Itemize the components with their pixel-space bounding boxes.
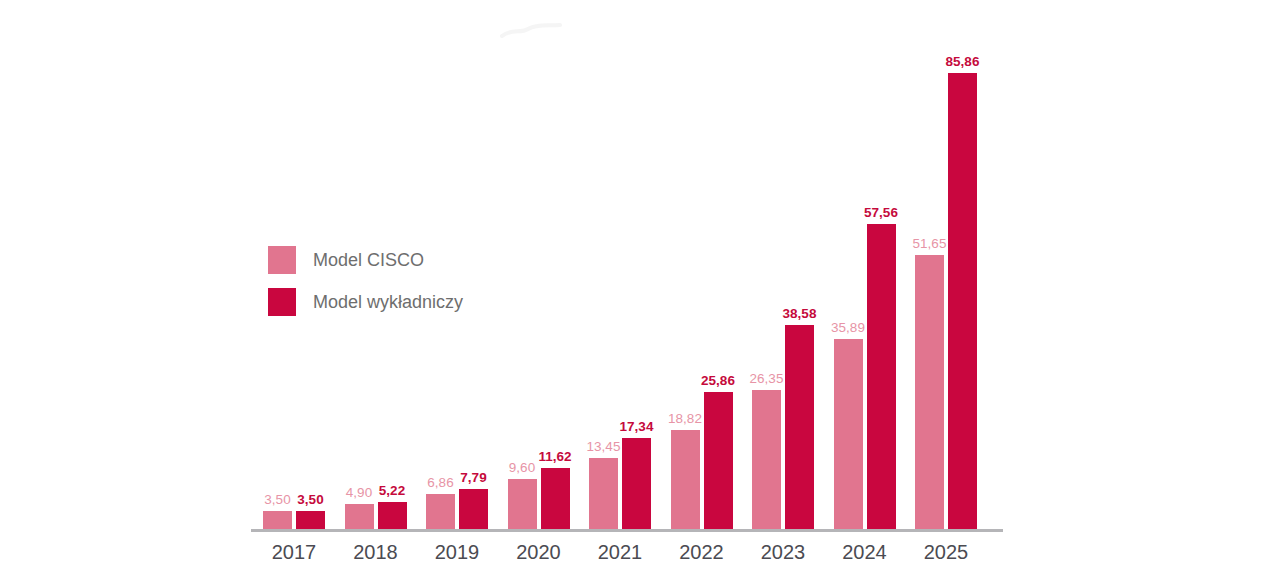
value-label-model-cisco-2020: 9,60 <box>509 460 535 475</box>
legend-swatch-model-cisco <box>268 246 296 274</box>
bar-model-cisco-2022 <box>671 430 700 530</box>
bar-model-wykladniczy-2025 <box>948 73 977 530</box>
bar-model-cisco-2024 <box>834 339 863 530</box>
legend-item-model-wykladniczy: Model wykładniczy <box>268 288 463 316</box>
legend-label-model-wykladniczy: Model wykładniczy <box>313 288 463 316</box>
bar-model-cisco-2021 <box>589 458 618 530</box>
value-label-model-cisco-2017: 3,50 <box>264 492 290 507</box>
legend: Model CISCO Model wykładniczy <box>268 246 463 330</box>
x-axis-line <box>251 529 1003 532</box>
bar-chart: Model CISCO Model wykładniczy 3,50 3,50 20… <box>0 0 1268 578</box>
value-label-model-wykladniczy-2025: 85,86 <box>946 54 980 69</box>
bar-model-wykladniczy-2021 <box>622 438 651 530</box>
value-label-model-cisco-2021: 13,45 <box>587 439 621 454</box>
bar-model-wykladniczy-2024 <box>867 224 896 530</box>
bar-model-cisco-2020 <box>508 479 537 530</box>
value-label-model-wykladniczy-2022: 25,86 <box>701 373 735 388</box>
x-axis-label-2022: 2022 <box>679 541 724 564</box>
legend-swatch-model-wykladniczy <box>268 288 296 316</box>
value-label-model-wykladniczy-2024: 57,56 <box>864 205 898 220</box>
bar-model-wykladniczy-2020 <box>541 468 570 530</box>
value-label-model-cisco-2023: 26,35 <box>750 371 784 386</box>
bar-model-wykladniczy-2022 <box>704 392 733 530</box>
value-label-model-cisco-2019: 6,86 <box>427 475 453 490</box>
value-label-model-cisco-2022: 18,82 <box>668 411 702 426</box>
legend-label-model-cisco: Model CISCO <box>313 246 424 274</box>
bar-model-cisco-2025 <box>915 255 944 530</box>
value-label-model-cisco-2018: 4,90 <box>346 485 372 500</box>
bar-model-cisco-2018 <box>345 504 374 530</box>
bar-model-cisco-2023 <box>752 390 781 530</box>
bar-model-wykladniczy-2023 <box>785 325 814 530</box>
x-axis-label-2025: 2025 <box>924 541 969 564</box>
x-axis-label-2020: 2020 <box>516 541 561 564</box>
x-axis-label-2021: 2021 <box>598 541 643 564</box>
value-label-model-wykladniczy-2020: 11,62 <box>538 449 571 464</box>
value-label-model-wykladniczy-2019: 7,79 <box>460 470 486 485</box>
x-axis-label-2018: 2018 <box>353 541 398 564</box>
value-label-model-wykladniczy-2023: 38,58 <box>783 306 817 321</box>
value-label-model-cisco-2024: 35,89 <box>831 320 865 335</box>
bar-model-wykladniczy-2019 <box>459 489 488 530</box>
faint-watermark-smudge <box>498 20 564 42</box>
x-axis-label-2024: 2024 <box>842 541 887 564</box>
legend-item-model-cisco: Model CISCO <box>268 246 463 274</box>
x-axis-label-2019: 2019 <box>435 541 480 564</box>
value-label-model-cisco-2025: 51,65 <box>913 236 947 251</box>
value-label-model-wykladniczy-2018: 5,22 <box>379 483 405 498</box>
bar-model-cisco-2019 <box>426 494 455 530</box>
x-axis-label-2017: 2017 <box>272 541 317 564</box>
bar-model-wykladniczy-2017 <box>296 511 325 530</box>
x-axis-label-2023: 2023 <box>761 541 806 564</box>
bar-model-wykladniczy-2018 <box>378 502 407 530</box>
value-label-model-wykladniczy-2021: 17,34 <box>620 419 654 434</box>
value-label-model-wykladniczy-2017: 3,50 <box>297 492 323 507</box>
bar-model-cisco-2017 <box>263 511 292 530</box>
